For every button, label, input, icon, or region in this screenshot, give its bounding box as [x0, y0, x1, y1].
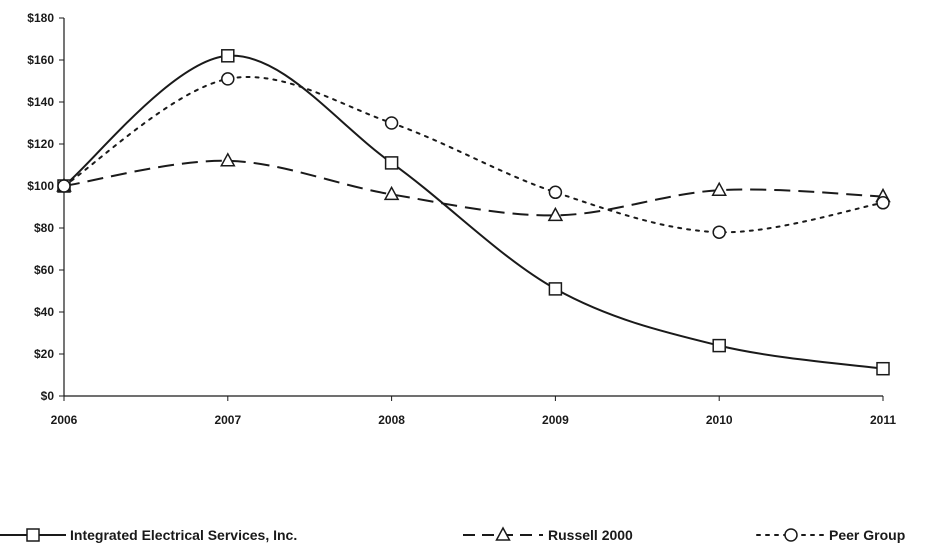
x-axis-ticks: 2006 2007 2008 2009 2010 2011	[51, 396, 896, 427]
y-tick-label: $120	[27, 137, 54, 151]
y-tick-label: $0	[41, 389, 55, 403]
series-line-russell-2000	[63, 159, 884, 217]
y-tick-label: $40	[34, 305, 54, 319]
data-point-russell-2000	[220, 152, 236, 167]
y-tick-label: $160	[27, 53, 54, 67]
legend-marker-peer-group	[784, 528, 798, 542]
y-tick-label: $140	[27, 95, 54, 109]
legend-marker-integrated-electrical-services-inc	[26, 528, 40, 542]
y-axis-ticks: $0 $20 $40 $60 $80 $100 $120 $140 $160 $180	[27, 11, 64, 403]
data-point-peer-group	[221, 72, 235, 86]
x-tick-label: 2006	[51, 413, 78, 427]
series-markers	[56, 49, 891, 376]
y-tick-label: $100	[27, 179, 54, 193]
x-tick-label: 2007	[214, 413, 241, 427]
data-point-peer-group	[384, 116, 399, 130]
legend: Integrated Electrical Services, Inc. Russ…	[0, 526, 905, 543]
data-point-integrated-electrical-services-inc	[876, 361, 890, 376]
data-point-integrated-electrical-services-inc	[221, 49, 235, 63]
series-line-integrated-electrical-services-inc	[63, 54, 884, 370]
chart-axes	[63, 18, 883, 397]
data-point-peer-group	[712, 225, 726, 239]
data-point-integrated-electrical-services-inc	[384, 156, 399, 170]
y-tick-label: $80	[34, 221, 54, 235]
legend-label-integrated-electrical-services-inc: Integrated Electrical Services, Inc.	[70, 527, 297, 543]
legend-marker-russell-2000	[495, 526, 511, 541]
data-point-peer-group	[57, 179, 71, 193]
y-tick-label: $180	[27, 11, 54, 25]
legend-label-russell-2000: Russell 2000	[548, 527, 633, 543]
data-point-integrated-electrical-services-inc	[712, 338, 726, 353]
series-lines	[63, 54, 884, 370]
data-point-russell-2000	[711, 181, 727, 196]
y-tick-label: $60	[34, 263, 54, 277]
data-point-russell-2000	[383, 185, 400, 201]
x-tick-label: 2011	[870, 413, 896, 427]
x-tick-label: 2008	[378, 413, 405, 427]
data-point-peer-group	[548, 185, 563, 200]
legend-label-peer-group: Peer Group	[829, 527, 905, 543]
x-tick-label: 2010	[706, 413, 733, 427]
data-point-peer-group	[876, 196, 890, 210]
data-point-integrated-electrical-services-inc	[548, 282, 563, 296]
data-point-russell-2000	[547, 206, 564, 222]
series-line-peer-group	[63, 76, 884, 234]
x-tick-label: 2009	[542, 413, 569, 427]
y-tick-label: $20	[34, 347, 54, 361]
